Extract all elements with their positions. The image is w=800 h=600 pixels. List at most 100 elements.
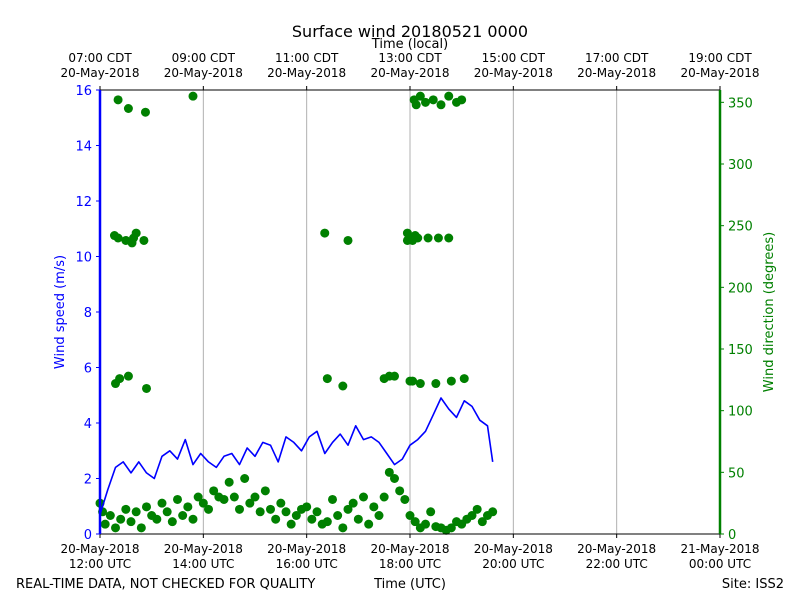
direction-point [348,498,358,508]
bottom-tick-date: 20-May-2018 [60,542,139,556]
direction-point [322,374,332,384]
direction-point [142,383,151,393]
bottom-tick-time: 18:00 UTC [379,557,441,571]
direction-point [266,504,275,514]
direction-point [193,492,203,502]
bottom-tick-time: 14:00 UTC [172,557,234,571]
speed-series [99,397,494,515]
direction-point [410,517,420,527]
top-tick-time: 11:00 CDT [275,51,339,65]
left-tick-label: 8 [84,306,92,321]
direction-point [426,507,436,517]
direction-point [281,507,291,517]
direction-point [116,514,126,524]
direction-point [444,91,454,101]
left-axis-label: Wind speed (m/s) [53,255,68,369]
right-tick-label: 300 [728,158,753,173]
direction-point [123,104,133,113]
direction-point [369,502,379,512]
top-tick-time: 07:00 CDT [68,51,132,65]
direction-point [173,494,182,504]
direction-point [286,519,296,529]
bottom-tick-date: 20-May-2018 [370,542,449,556]
direction-point [105,511,115,520]
direction-point [421,97,430,107]
direction-point [178,511,188,520]
direction-point [353,514,363,524]
left-tick-label: 0 [84,528,92,543]
direction-point [131,507,141,517]
top-tick-time: 15:00 CDT [482,51,546,65]
direction-point [219,494,229,504]
right-tick-label: 150 [728,343,753,358]
direction-point [312,507,322,517]
direction-point [436,100,446,110]
direction-point [423,233,433,243]
left-tick-label: 10 [75,251,92,266]
direction-point [488,507,498,517]
direction-point [113,233,123,243]
direction-point [142,502,151,512]
top-tick-date: 20-May-2018 [267,66,346,80]
right-y-ticks: 0 50 100 150 200 250 300 350 [720,96,753,543]
right-tick-label: 350 [728,96,753,111]
direction-point [260,486,270,496]
direction-point [421,519,430,529]
top-axis-label: Time (local) [371,37,448,52]
direction-point [245,498,255,508]
direction-point [364,519,374,529]
right-tick-label: 50 [728,466,745,481]
direction-point [338,381,348,391]
direction-point [224,477,234,487]
direction-point [139,235,149,245]
bottom-axis-label: Time (UTC) [373,577,446,592]
bottom-tick-date: 20-May-2018 [267,542,346,556]
direction-point [113,95,123,105]
direction-point [338,523,348,533]
direction-point [235,504,244,514]
direction-point [343,235,353,245]
speed-line [99,397,494,515]
direction-point [271,514,281,524]
left-tick-label: 14 [75,140,92,155]
direction-point [111,523,120,533]
direction-point [131,228,141,238]
direction-point [390,371,399,381]
right-tick-label: 100 [728,405,753,420]
direction-point [307,514,317,524]
top-tick-date: 20-May-2018 [474,66,553,80]
direction-point [140,107,150,117]
direction-point [457,95,467,105]
site-label: Site: ISS2 [722,577,784,592]
direction-point [411,100,421,110]
left-tick-label: 4 [84,417,92,432]
top-tick-date: 20-May-2018 [577,66,656,80]
top-tick-date: 20-May-2018 [60,66,139,80]
top-tick-date: 20-May-2018 [164,66,243,80]
direction-point [320,228,330,238]
direction-point [255,507,265,517]
direction-point [343,504,353,514]
direction-point [136,523,146,533]
direction-point [121,504,131,514]
direction-point [198,498,208,508]
direction-point [276,498,286,508]
direction-point [390,474,399,483]
direction-point [379,492,389,502]
direction-point [333,511,343,520]
gridlines [202,90,618,534]
direction-point [433,233,443,243]
bottom-tick-date: 20-May-2018 [474,542,553,556]
right-axis-label: Wind direction (degrees) [762,232,777,392]
direction-point [157,498,167,508]
direction-point [467,511,477,520]
bottom-tick-time: 16:00 UTC [276,557,338,571]
top-tick-time: 09:00 CDT [172,51,236,65]
top-tick-time: 19:00 CDT [688,51,752,65]
direction-point [126,517,136,527]
direction-point [322,517,332,527]
direction-point [405,511,415,520]
direction-point [446,523,456,533]
left-tick-label: 2 [84,473,92,488]
direction-point [204,504,213,514]
